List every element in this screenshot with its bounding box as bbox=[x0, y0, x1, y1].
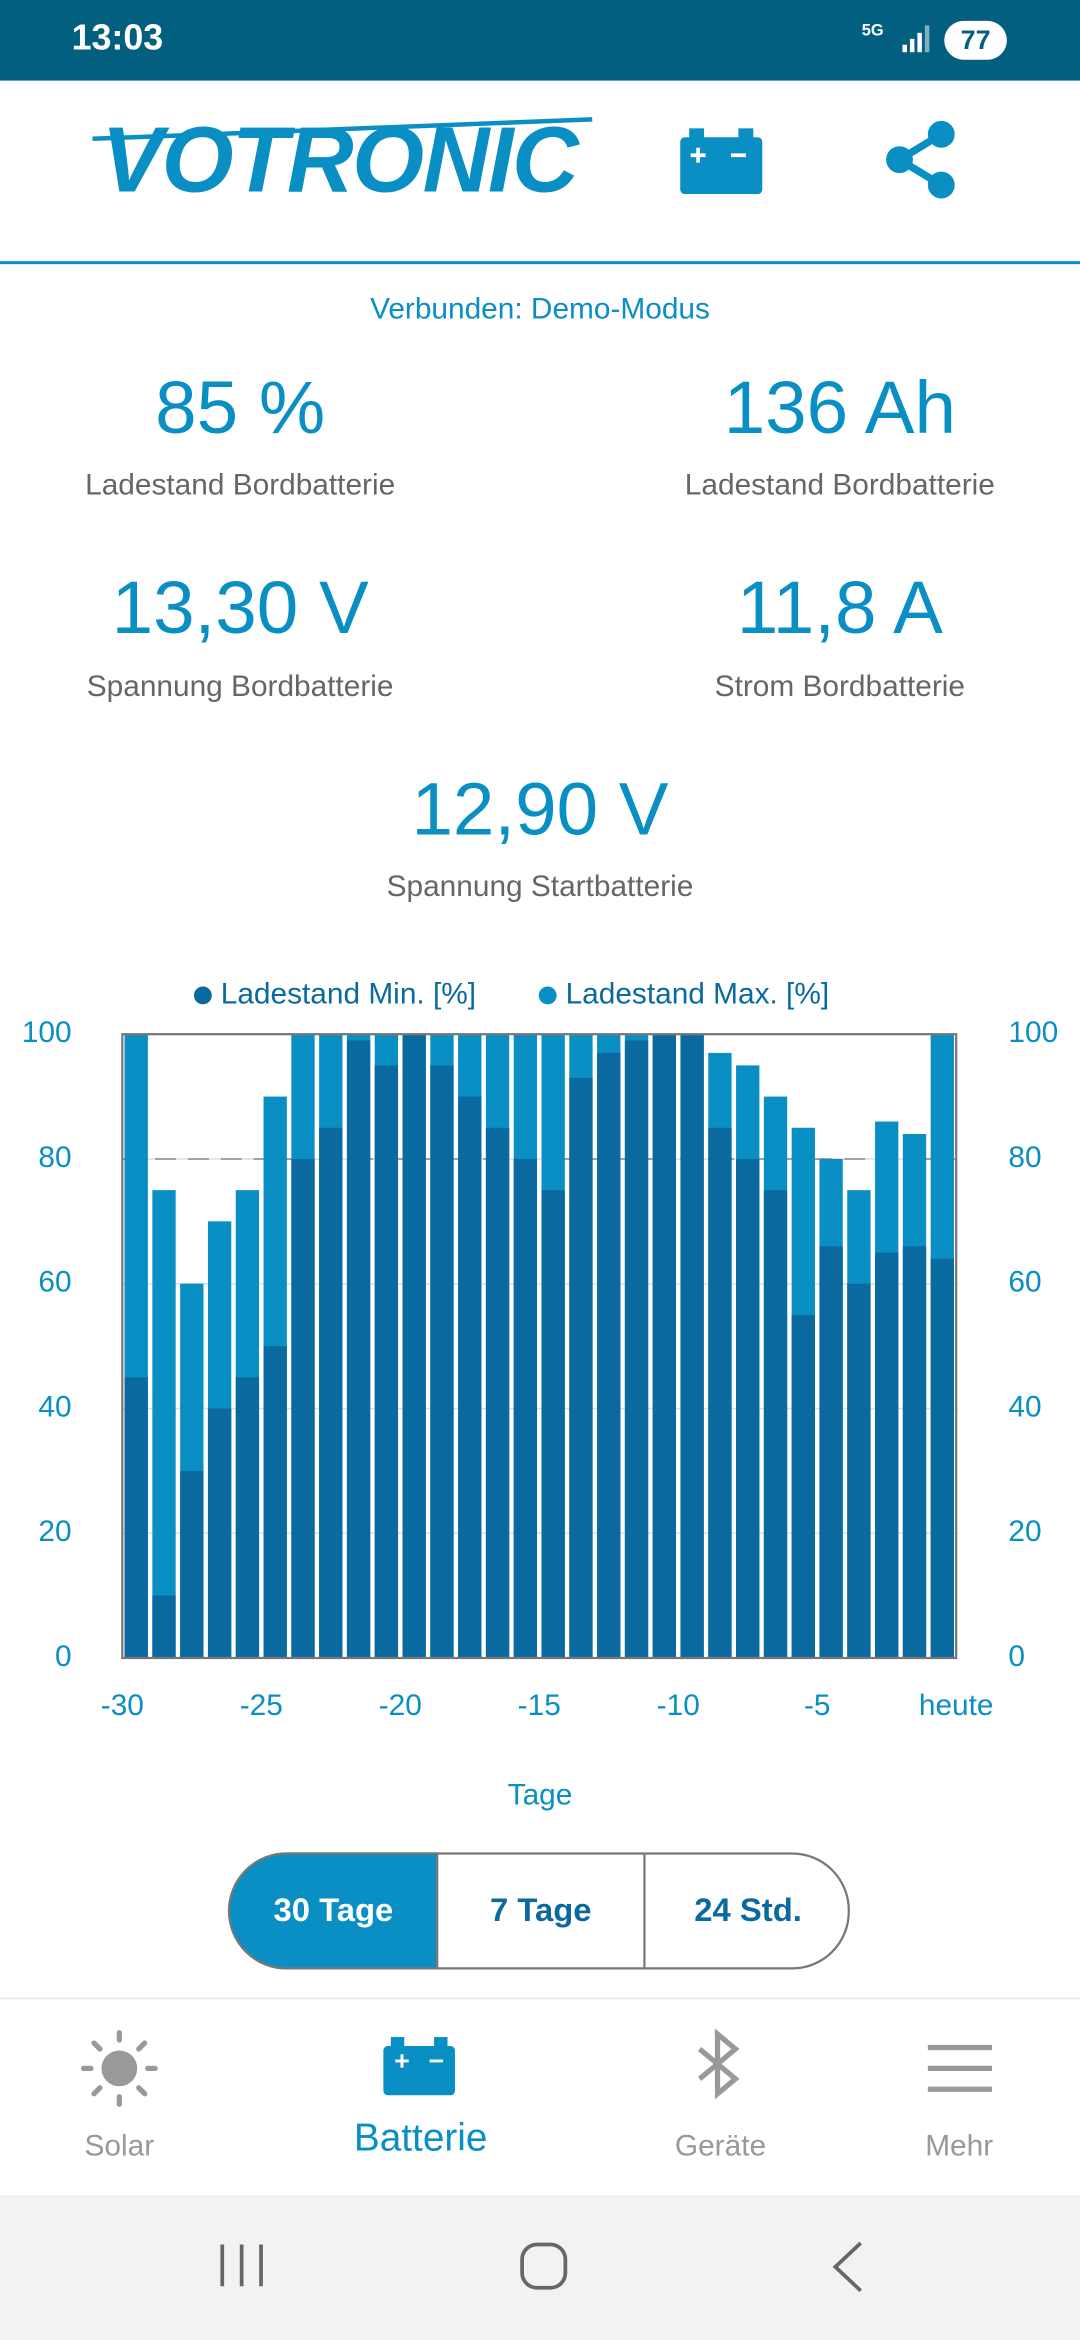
battery-pill bbox=[944, 20, 1007, 60]
x-tick-label: -5 bbox=[804, 1689, 831, 1722]
network: 5G bbox=[862, 22, 884, 40]
x-tick-label: -10 bbox=[657, 1689, 700, 1722]
status-bar bbox=[0, 0, 1080, 81]
bar bbox=[402, 1034, 426, 1658]
bar bbox=[624, 1040, 649, 1658]
stat-label: Spannung Bordbatterie bbox=[87, 670, 394, 703]
logo-swoosh bbox=[92, 117, 593, 142]
nav-battery-icon bbox=[383, 2037, 455, 2096]
stat-value: 136 Ah bbox=[724, 365, 956, 449]
y2-tick-label: 80 bbox=[1008, 1141, 1041, 1174]
y-tick-label: 40 bbox=[38, 1390, 71, 1423]
bar bbox=[485, 1127, 510, 1658]
y-tick-label: 80 bbox=[38, 1141, 71, 1174]
x-axis-label: Tage bbox=[508, 1779, 573, 1812]
bar bbox=[124, 1377, 148, 1658]
bar bbox=[652, 1034, 676, 1658]
x-tick-label: -20 bbox=[379, 1689, 422, 1722]
bar bbox=[458, 1096, 482, 1658]
sun-icon bbox=[80, 2029, 158, 2107]
x-tick-label: -25 bbox=[240, 1689, 283, 1722]
nav-label[interactable]: Solar bbox=[85, 2129, 155, 2162]
bar bbox=[263, 1346, 287, 1658]
stat-label: Ladestand Bordbatterie bbox=[685, 468, 995, 501]
home-button[interactable] bbox=[520, 2242, 568, 2290]
bar bbox=[513, 1158, 538, 1658]
bar bbox=[430, 1065, 454, 1658]
back-button[interactable] bbox=[832, 2241, 862, 2293]
legend-label: Ladestand Min. [%] bbox=[221, 977, 476, 1010]
plot-frame bbox=[121, 1033, 958, 1660]
legend-swatch bbox=[193, 986, 212, 1005]
battery-level: 77 bbox=[961, 25, 991, 55]
legend-label: Ladestand Max. [%] bbox=[566, 977, 830, 1010]
x-tick-label: -15 bbox=[518, 1689, 561, 1722]
y2-tick-label: 60 bbox=[1008, 1266, 1041, 1299]
bar bbox=[680, 1034, 704, 1658]
legend-swatch bbox=[538, 986, 557, 1005]
bar bbox=[708, 1127, 732, 1658]
y-tick-label: 60 bbox=[38, 1266, 71, 1299]
nav-label[interactable]: Batterie bbox=[354, 2116, 488, 2159]
y2-tick-label: 40 bbox=[1008, 1390, 1041, 1423]
bar bbox=[291, 1158, 315, 1658]
bar bbox=[152, 1190, 176, 1658]
menu-icon bbox=[927, 2044, 992, 2092]
range-button-label[interactable]: 24 Std. bbox=[694, 1891, 802, 1928]
bar bbox=[180, 1470, 204, 1658]
y-tick-label: 20 bbox=[38, 1515, 71, 1548]
bar bbox=[902, 1246, 927, 1658]
header-divider bbox=[0, 261, 1080, 265]
bar bbox=[930, 1258, 954, 1658]
x-tick-label: heute bbox=[919, 1689, 994, 1722]
stat-value: 13,30 V bbox=[112, 565, 369, 649]
signal-icon bbox=[902, 25, 930, 53]
bar bbox=[569, 1077, 593, 1658]
bar bbox=[346, 1040, 371, 1658]
bar bbox=[791, 1314, 815, 1658]
stat-value: 85 % bbox=[155, 365, 325, 449]
bar bbox=[597, 1052, 621, 1658]
stat-value: 11,8 A bbox=[737, 565, 943, 649]
recents-button[interactable] bbox=[220, 2244, 263, 2287]
system-nav bbox=[0, 2195, 1080, 2340]
y-tick-label: 0 bbox=[55, 1640, 72, 1673]
y2-tick-label: 20 bbox=[1008, 1515, 1041, 1548]
bar bbox=[541, 1190, 565, 1658]
logo: VOTRONIC bbox=[101, 108, 580, 212]
stat-value: 12,90 V bbox=[411, 767, 668, 851]
range-button-label[interactable]: 30 Tage bbox=[274, 1891, 394, 1928]
share-button[interactable] bbox=[886, 120, 955, 199]
bar bbox=[319, 1127, 343, 1658]
y-tick-label: 100 bbox=[22, 1016, 72, 1049]
bar bbox=[736, 1158, 760, 1658]
bar bbox=[374, 1065, 399, 1658]
stat-label: Spannung Startbatterie bbox=[387, 870, 694, 903]
bar bbox=[763, 1190, 788, 1658]
y2-tick-label: 0 bbox=[1008, 1640, 1025, 1673]
bottom-nav bbox=[0, 1998, 1080, 2196]
connection-status: Verbunden: Demo-Modus bbox=[370, 292, 710, 325]
clock: 13:03 bbox=[72, 18, 164, 58]
bar bbox=[235, 1377, 260, 1658]
range-button-active[interactable] bbox=[227, 1852, 439, 1970]
range-button-label[interactable]: 7 Tage bbox=[490, 1891, 591, 1928]
bar bbox=[207, 1408, 232, 1658]
bar bbox=[152, 1595, 176, 1658]
battery-button[interactable] bbox=[680, 128, 763, 195]
nav-label[interactable]: Geräte bbox=[675, 2129, 766, 2162]
bar bbox=[875, 1252, 899, 1658]
bar bbox=[847, 1283, 871, 1658]
nav-label[interactable]: Mehr bbox=[925, 2129, 993, 2162]
bluetooth-icon bbox=[697, 2028, 740, 2100]
stat-label: Ladestand Bordbatterie bbox=[85, 468, 395, 501]
x-tick-label: -30 bbox=[101, 1689, 144, 1722]
y2-tick-label: 100 bbox=[1008, 1016, 1058, 1049]
bar bbox=[819, 1246, 843, 1658]
stat-label: Strom Bordbatterie bbox=[715, 670, 965, 703]
